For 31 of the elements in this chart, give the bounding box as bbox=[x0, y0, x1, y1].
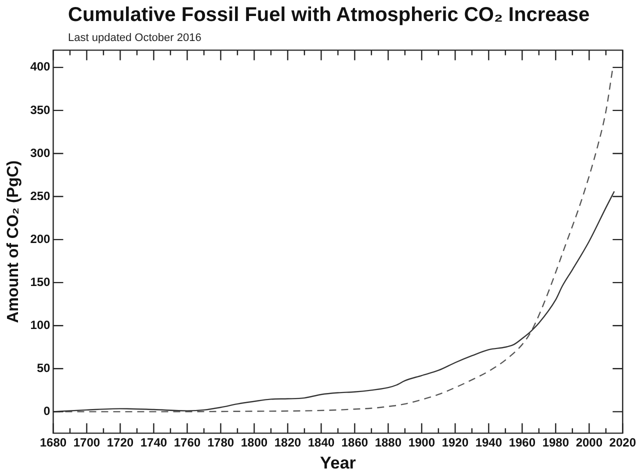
x-tick-label: 1860 bbox=[341, 436, 368, 450]
x-tick-label: 1980 bbox=[542, 436, 570, 450]
x-tick-label: 1960 bbox=[508, 436, 536, 450]
y-tick-label: 150 bbox=[30, 274, 51, 289]
x-tick-label: 1820 bbox=[274, 436, 302, 450]
y-tick-label: 50 bbox=[36, 360, 51, 375]
y-tick-label: 400 bbox=[30, 60, 51, 74]
chart-title: Cumulative Fossil Fuel with Atmospheric CO₂ Increase bbox=[68, 4, 590, 27]
x-tick-label: 1740 bbox=[140, 436, 168, 450]
x-tick-label: 1780 bbox=[207, 436, 234, 450]
y-tick-label: 0 bbox=[44, 404, 51, 418]
x-tick-label: 1720 bbox=[106, 436, 134, 450]
y-tick-label: 200 bbox=[30, 232, 51, 246]
x-tick-label: 1880 bbox=[374, 436, 402, 450]
x-tick-label: 1800 bbox=[240, 436, 268, 450]
x-tick-label: 1840 bbox=[308, 436, 335, 450]
y-axis-title: Amount of CO₂ (PgC) bbox=[5, 160, 22, 324]
x-axis-title: Year bbox=[320, 453, 356, 472]
x-tick-label: 1760 bbox=[174, 436, 201, 450]
x-tick-label: 2020 bbox=[609, 436, 636, 450]
y-tick-label: 350 bbox=[30, 102, 51, 117]
x-tick-label: 1700 bbox=[73, 436, 100, 450]
x-tick-label: 1900 bbox=[408, 436, 436, 450]
x-tick-label: 2000 bbox=[576, 436, 603, 450]
y-tick-label: 250 bbox=[30, 188, 51, 203]
x-tick-label: 1920 bbox=[442, 436, 469, 450]
y-tick-label: 100 bbox=[30, 318, 51, 332]
y-tick-label: 300 bbox=[30, 146, 51, 160]
chart-subtitle: Last updated October 2016 bbox=[68, 32, 202, 44]
x-tick-label: 1940 bbox=[475, 436, 502, 450]
x-tick-label: 1680 bbox=[40, 436, 67, 450]
